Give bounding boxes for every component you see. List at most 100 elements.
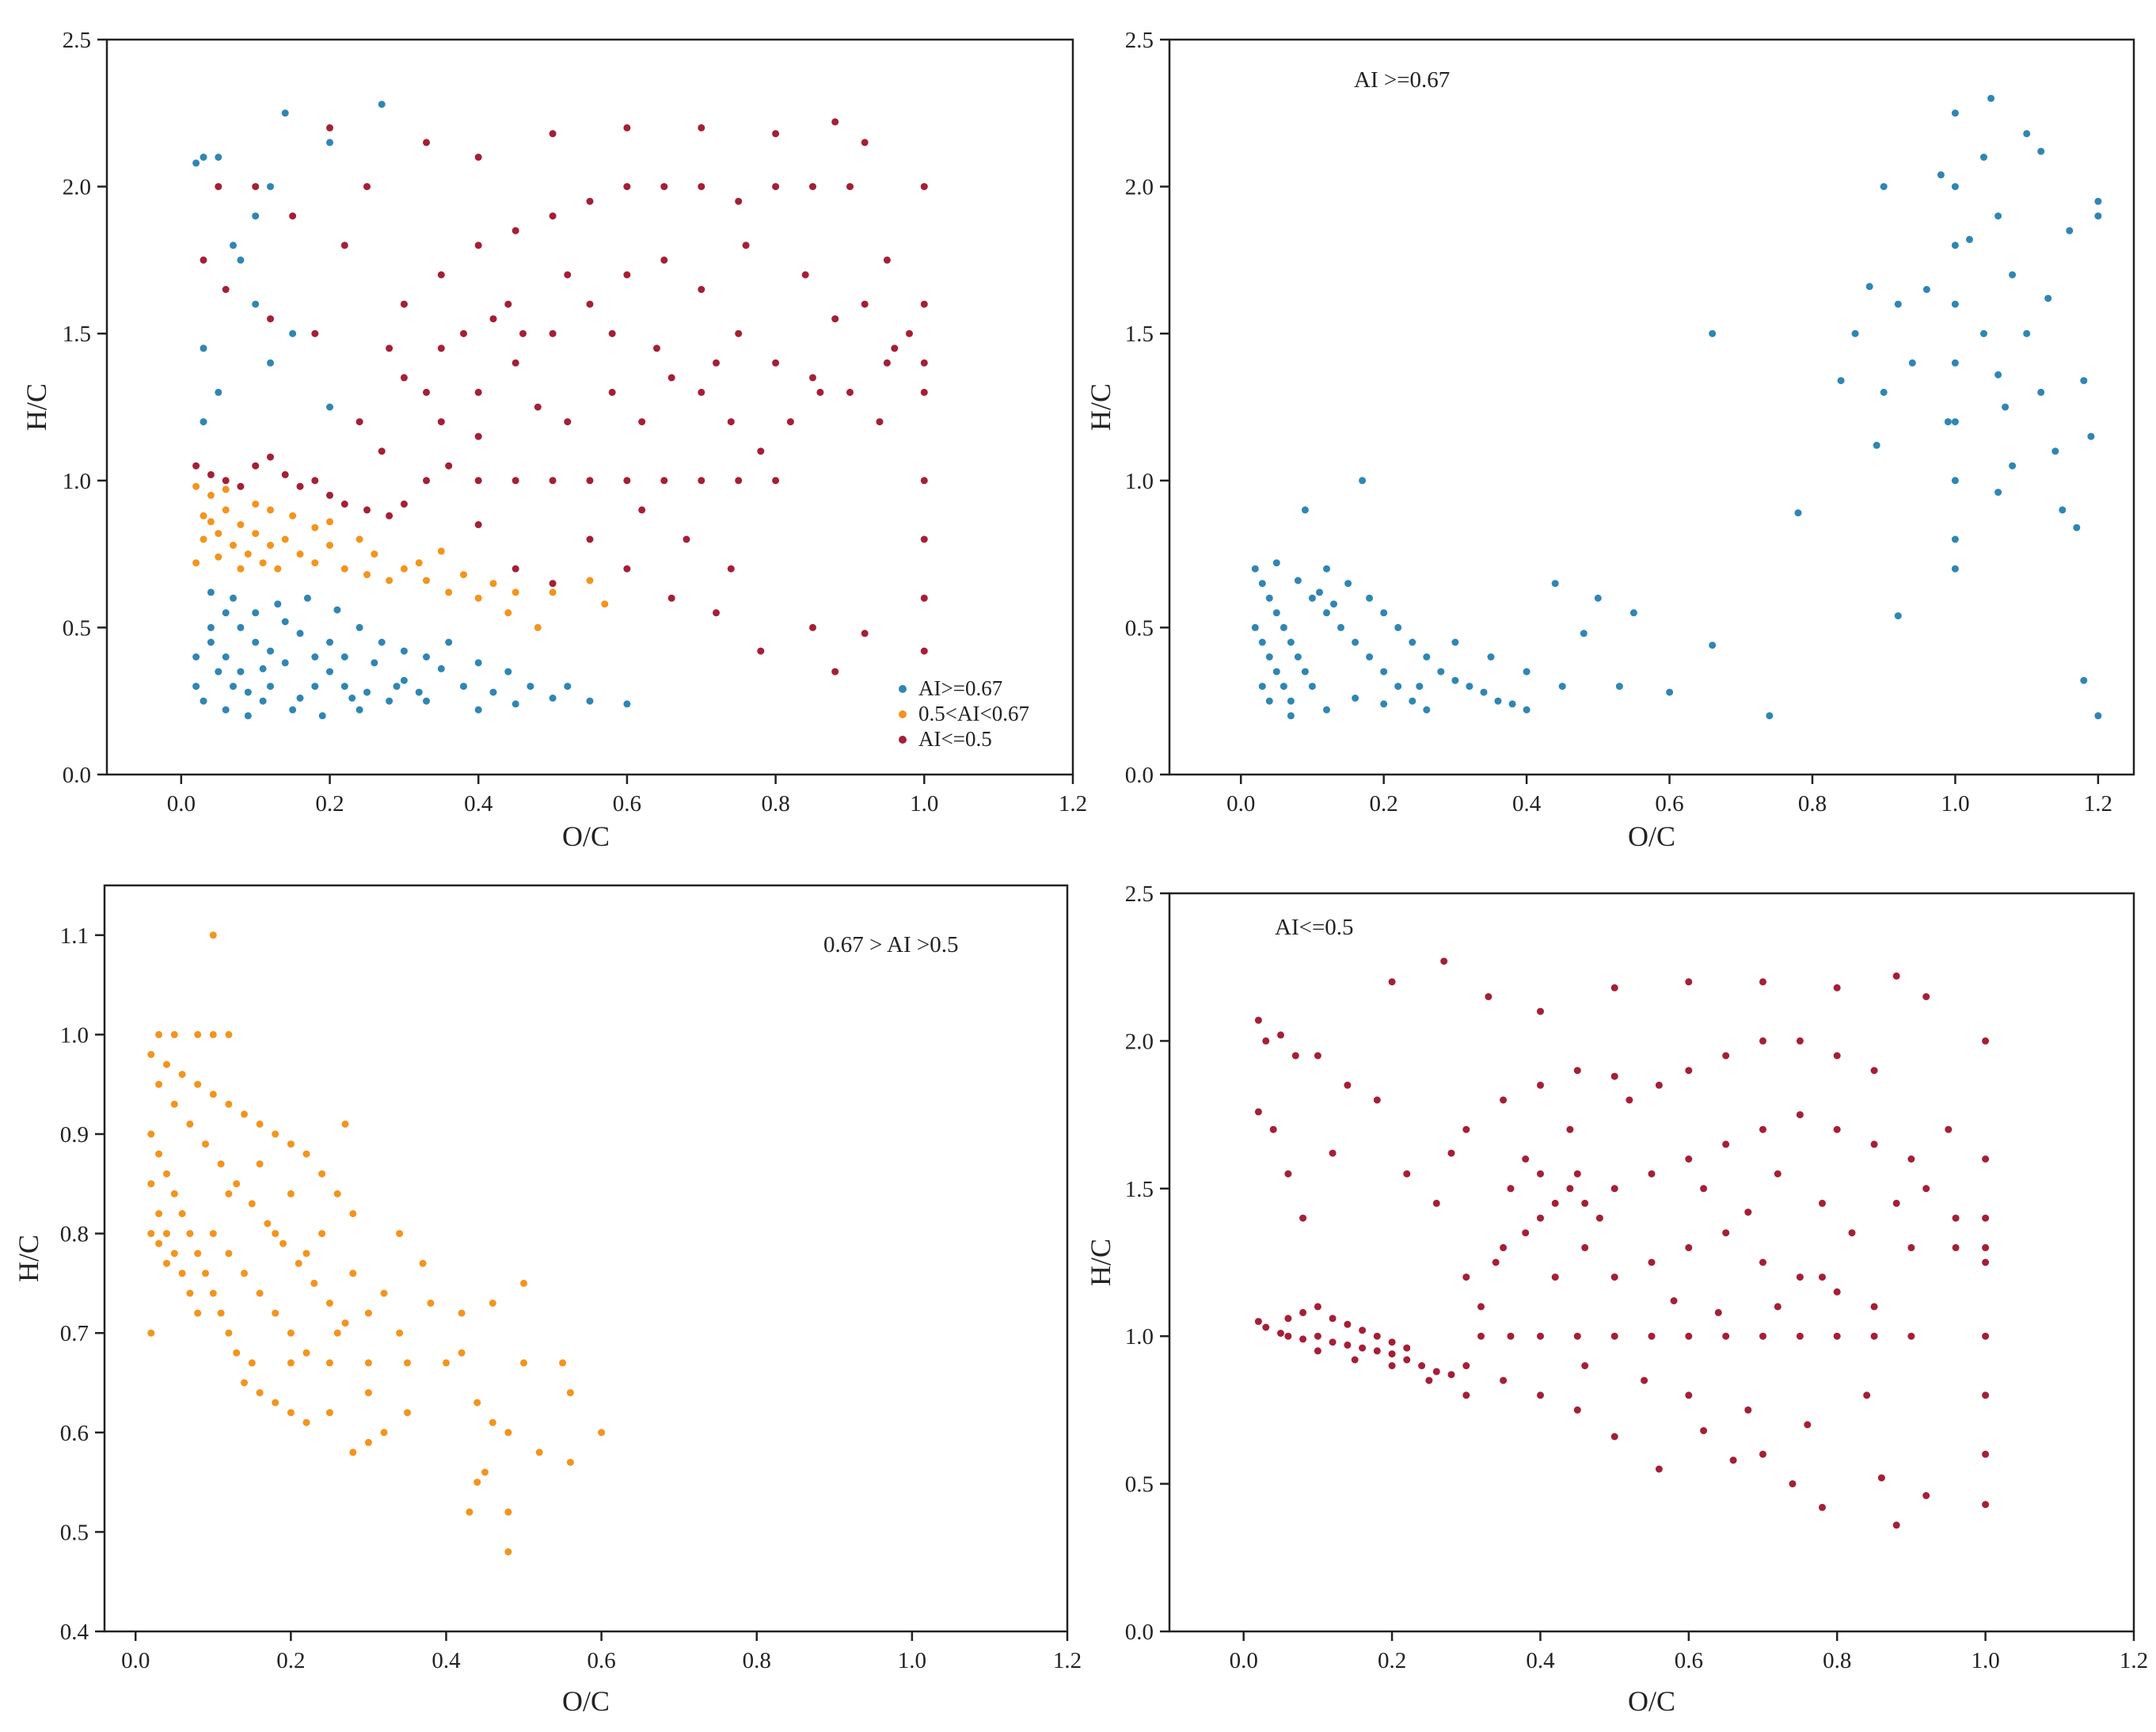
data-point (1437, 668, 1445, 676)
y-tick-label: 0.8 (60, 1222, 89, 1247)
data-point (1394, 683, 1402, 691)
y-axis-label: H/C (1085, 383, 1116, 431)
y-tick-label: 0.7 (60, 1321, 89, 1346)
data-point (1466, 683, 1473, 691)
data-point (2051, 447, 2059, 455)
data-point (252, 609, 260, 617)
data-point (302, 1150, 310, 1158)
data-point (1951, 300, 1959, 308)
data-point (378, 447, 386, 455)
data-point (259, 559, 267, 567)
data-point (489, 1300, 496, 1307)
x-tick-label: 0.8 (743, 1648, 771, 1673)
data-point (772, 183, 780, 191)
data-point (1894, 300, 1902, 308)
data-point (1789, 1480, 1797, 1488)
data-point (287, 1329, 295, 1337)
data-point (1265, 697, 1273, 705)
data-point (698, 124, 705, 131)
data-point (1837, 377, 1845, 385)
y-tick-label: 0.5 (60, 1520, 89, 1545)
data-point (404, 1409, 411, 1417)
data-point (876, 418, 884, 426)
data-point (287, 1409, 295, 1417)
y-tick-label: 1.1 (60, 923, 89, 949)
data-point (386, 344, 394, 352)
data-point (267, 683, 274, 691)
data-point (215, 183, 222, 191)
y-tick-label: 1.5 (1125, 1177, 1154, 1202)
data-point (1277, 1031, 1284, 1039)
x-axis-label: O/C (1628, 820, 1675, 852)
data-point (861, 300, 869, 308)
data-point (1982, 1155, 1990, 1163)
data-point (667, 374, 675, 382)
data-point (1759, 1037, 1766, 1045)
data-point (2094, 712, 2102, 720)
data-point (287, 1359, 295, 1367)
data-point (608, 388, 616, 396)
data-point (598, 1429, 606, 1437)
data-point (289, 706, 297, 714)
data-point (215, 154, 222, 161)
data-point (256, 1289, 264, 1297)
data-point (520, 1359, 527, 1367)
data-point (326, 403, 333, 411)
x-tick-label: 1.2 (2084, 791, 2112, 817)
data-point (458, 1349, 466, 1357)
data-point (1314, 1347, 1321, 1355)
y-tick-label: 2.0 (1125, 1029, 1154, 1054)
data-point (1796, 1273, 1804, 1281)
data-point (244, 712, 252, 720)
data-point (310, 1279, 318, 1287)
data-point (831, 315, 839, 323)
y-tick-label: 2.5 (1125, 28, 1154, 53)
data-point (1299, 1308, 1307, 1316)
x-tick-label: 0.6 (1675, 1648, 1703, 1673)
data-point (192, 482, 200, 490)
data-point (1388, 978, 1396, 986)
axis-ticks: 0.0 0.2 0.4 0.6 0.8 1.0 1.2 0.0 0.5 1.0 1.5 2.0 2.5 (63, 28, 1087, 817)
data-point (222, 653, 230, 660)
data-point (1432, 1199, 1440, 1207)
data-point (230, 683, 237, 691)
data-point (256, 1389, 264, 1397)
data-point (920, 647, 928, 655)
data-point (295, 1259, 302, 1267)
data-point (1447, 1149, 1455, 1157)
data-point (638, 418, 646, 426)
x-tick-label: 0.4 (1512, 791, 1542, 817)
data-point (772, 477, 780, 485)
data-point (333, 1329, 341, 1337)
x-tick-label: 0.4 (464, 791, 493, 817)
data-point (363, 183, 371, 191)
data-point (1982, 1450, 1990, 1458)
data-point (608, 329, 616, 337)
data-point (460, 571, 467, 579)
scatter-points (192, 101, 928, 720)
data-point (1951, 183, 1959, 191)
data-point (1670, 1297, 1678, 1304)
data-point (400, 676, 408, 684)
data-point (1523, 668, 1530, 676)
x-axis-label: O/C (562, 820, 610, 852)
data-point (1759, 1332, 1766, 1340)
data-point (1314, 1303, 1321, 1311)
data-point (2073, 523, 2081, 531)
data-point (155, 1210, 163, 1217)
data-point (217, 1160, 225, 1168)
data-point (423, 477, 430, 485)
data-point (349, 1269, 357, 1277)
data-point (445, 462, 453, 470)
data-point (311, 329, 319, 337)
data-point (1610, 1332, 1618, 1340)
plot-frame (1168, 38, 2135, 776)
data-point (1314, 1052, 1321, 1060)
data-point (623, 271, 631, 279)
y-tick-label: 1.5 (63, 322, 91, 347)
data-point (147, 1329, 155, 1337)
data-point (1566, 1185, 1574, 1193)
data-point (1980, 329, 1987, 337)
data-point (1794, 509, 1802, 517)
data-point (586, 197, 594, 205)
